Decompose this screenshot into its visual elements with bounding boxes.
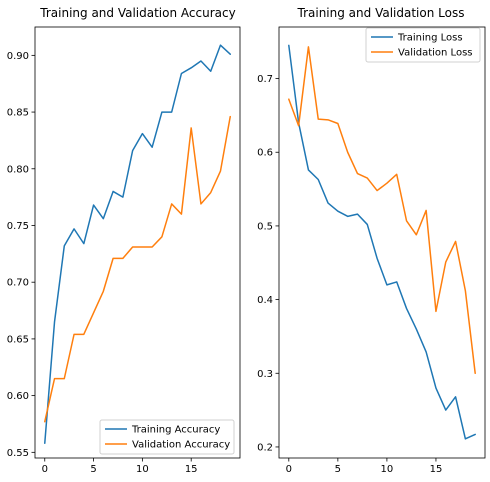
accuracy-y-tick-label: 0.60 (7, 391, 29, 402)
loss-y-tick-label: 0.2 (257, 442, 273, 453)
accuracy-chart-title: Training and Validation Accuracy (39, 6, 235, 20)
loss-x-tick-label: 10 (381, 464, 394, 475)
accuracy-x-tick-label: 15 (185, 464, 198, 475)
legend-label-validation-loss: Validation Loss (398, 48, 473, 59)
loss-y-tick-label: 0.6 (257, 148, 273, 159)
accuracy-x-tick-label: 10 (136, 464, 149, 475)
loss-y-tick-label: 0.4 (257, 295, 273, 306)
accuracy-plot-frame (34, 26, 241, 459)
accuracy-legend: Training Accuracy Validation Accuracy (99, 419, 235, 455)
series-line-validation-accuracy (44, 115, 231, 423)
loss-chart: Training and Validation Loss 0 5 10 15 0.2 0.… (257, 6, 486, 475)
legend-label-training-accuracy: Training Accuracy (131, 425, 220, 436)
loss-axes: 0 5 10 15 0.2 0.3 0.4 0.5 0.6 0.7 (257, 26, 486, 475)
series-line-training-loss (288, 44, 476, 440)
loss-legend-frame (365, 27, 481, 63)
loss-legend: Training Loss Validation Loss (365, 27, 481, 63)
loss-y-tick-label: 0.3 (257, 369, 273, 380)
accuracy-legend-frame (99, 419, 235, 455)
loss-x-tick-label: 0 (286, 464, 292, 475)
accuracy-y-tick-label: 0.55 (7, 448, 29, 459)
accuracy-y-tick-label: 0.80 (7, 164, 29, 175)
legend-label-validation-accuracy: Validation Accuracy (132, 440, 230, 451)
loss-x-tick-label: 15 (430, 464, 443, 475)
loss-x-tick-label: 5 (335, 464, 341, 475)
accuracy-x-tick-label: 0 (42, 464, 48, 475)
accuracy-y-tick-label: 0.70 (7, 278, 29, 289)
accuracy-series (44, 44, 231, 445)
accuracy-y-tick-label: 0.85 (7, 108, 29, 119)
series-line-training-accuracy (44, 44, 231, 445)
accuracy-chart: Training and Validation Accuracy 0 5 10 150… (7, 6, 241, 475)
accuracy-axes: 0 5 10 15 0.55 0.60 0.65 0.70 0.75 0.80 0.85 0.90 (7, 26, 241, 475)
loss-series (288, 44, 476, 440)
loss-y-tick-label: 0.5 (257, 221, 273, 232)
legend-label-training-loss: Training Loss (397, 33, 463, 44)
accuracy-x-tick-label: 5 (90, 464, 96, 475)
accuracy-y-tick-label: 0.75 (7, 221, 29, 232)
accuracy-y-tick-label: 0.65 (7, 334, 29, 345)
loss-y-tick-label: 0.7 (257, 74, 273, 85)
series-line-validation-loss (288, 46, 476, 375)
loss-plot-frame (278, 26, 486, 459)
accuracy-y-tick-label: 0.90 (7, 51, 29, 62)
loss-chart-title: Training and Validation Loss (297, 6, 465, 20)
